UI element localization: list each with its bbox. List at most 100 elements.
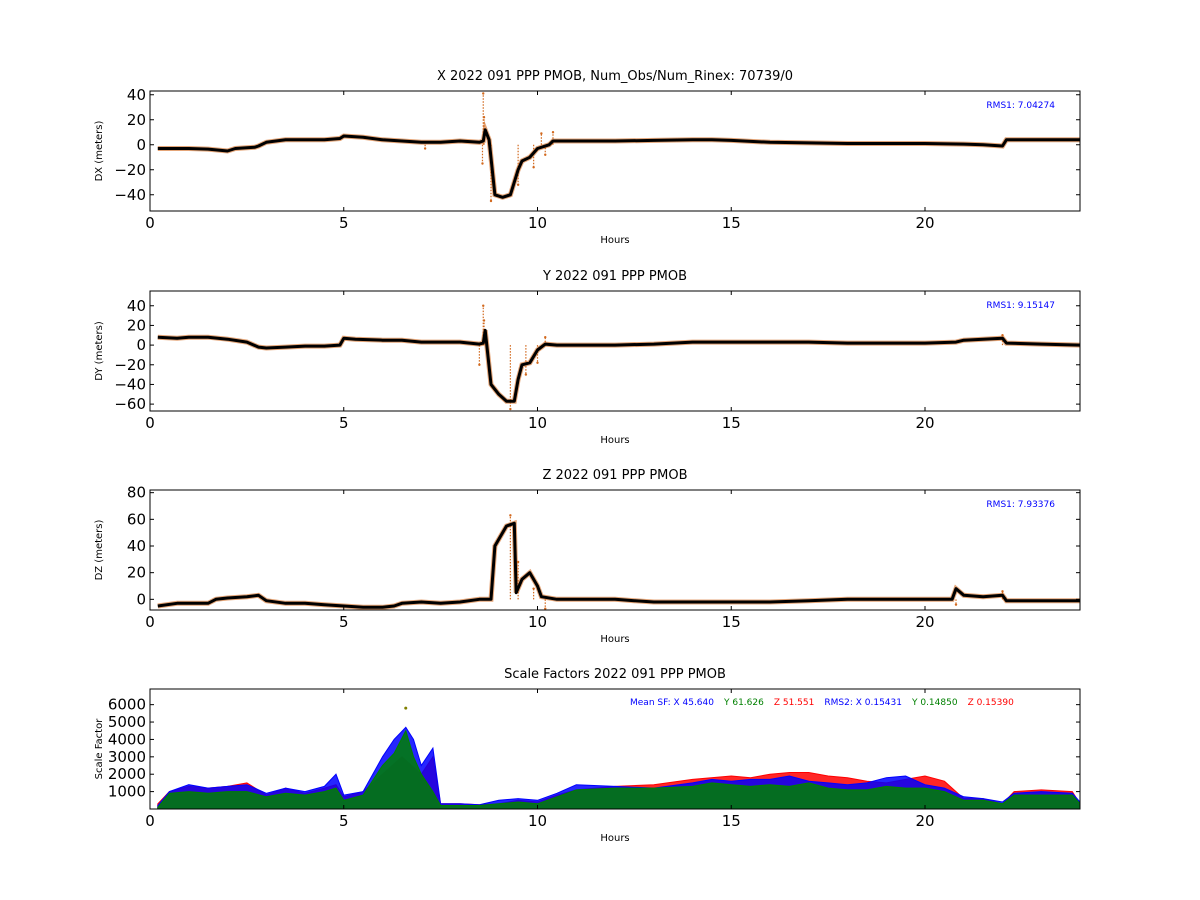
raw-observation-point xyxy=(544,607,547,610)
raw-observation-point xyxy=(481,162,484,165)
y-tick-label: 40 xyxy=(127,297,146,315)
x-tick-label: 15 xyxy=(722,214,741,232)
y-tick-label: 5000 xyxy=(108,713,146,731)
panel-title: X 2022 091 PPP PMOB, Num_Obs/Num_Rinex: … xyxy=(437,69,793,84)
y-tick-label: −60 xyxy=(114,395,146,413)
rms-annotation: RMS1: 7.04274 xyxy=(986,101,1055,111)
x-tick-label: 10 xyxy=(528,414,547,432)
raw-observation-point xyxy=(540,132,543,135)
plot-area xyxy=(157,706,1080,809)
y-tick-label: 20 xyxy=(127,111,146,129)
y-tick-label: 20 xyxy=(127,316,146,334)
y-tick-label: 0 xyxy=(136,136,146,154)
x-tick-label: 15 xyxy=(722,414,741,432)
summary-value: Mean SF: X 45.640 xyxy=(630,698,714,708)
panel-title: Z 2022 091 PPP PMOB xyxy=(542,468,687,483)
x-tick-label: 15 xyxy=(722,613,741,631)
solution-trace xyxy=(157,128,1080,199)
panel-3: Z 2022 091 PPP PMOB 0 5 10 15 20 0 20 40 60 80 Hour… xyxy=(94,468,1081,645)
axes-frame xyxy=(149,290,1081,412)
x-axis-label: Hours xyxy=(600,235,629,246)
summary-value: Y 61.626 xyxy=(723,698,764,708)
raw-observation-point xyxy=(516,183,520,186)
x-tick-label: 20 xyxy=(915,414,934,432)
raw-observation-point xyxy=(423,147,427,150)
raw-observation-point xyxy=(482,319,486,322)
y-tick-label: 3000 xyxy=(108,748,146,766)
x-tick-label: 0 xyxy=(145,812,155,830)
axes-frame xyxy=(149,688,1081,810)
raw-observation-point xyxy=(478,363,481,366)
y-tick-label: 40 xyxy=(127,86,146,104)
raw-observation-point xyxy=(544,336,547,339)
scale-factor-series-3 xyxy=(157,729,1080,809)
y-tick-label: 1000 xyxy=(108,783,146,801)
y-tick-label: 6000 xyxy=(108,696,146,714)
panel-title: Y 2022 091 PPP PMOB xyxy=(542,269,687,284)
plot-area xyxy=(157,92,1080,203)
y-tick-label: −40 xyxy=(114,375,146,393)
axes-frame xyxy=(149,489,1081,611)
x-axis-label: Hours xyxy=(600,634,629,645)
y-tick-label: 80 xyxy=(127,484,146,502)
x-tick-label: 20 xyxy=(915,812,934,830)
raw-observation-point xyxy=(551,131,555,134)
y-tick-label: −20 xyxy=(114,356,146,374)
panel-1: X 2022 091 PPP PMOB, Num_Obs/Num_Rinex: … xyxy=(94,69,1081,246)
solution-trace xyxy=(157,328,1080,403)
raw-observation-point xyxy=(532,587,535,590)
y-axis-label: DY (meters) xyxy=(94,321,105,381)
raw-observation-point xyxy=(1001,590,1004,593)
x-tick-label: 10 xyxy=(528,613,547,631)
x-tick-label: 20 xyxy=(915,214,934,232)
x-axis-label: Hours xyxy=(600,435,629,446)
raw-observation-point xyxy=(544,153,547,156)
y-tick-label: 0 xyxy=(136,590,146,608)
x-tick-label: 10 xyxy=(528,812,547,830)
x-axis-label: Hours xyxy=(600,833,629,844)
rms-annotation: RMS1: 9.15147 xyxy=(986,301,1055,311)
x-tick-label: 15 xyxy=(722,812,741,830)
y-tick-label: −20 xyxy=(114,161,146,179)
x-tick-label: 5 xyxy=(339,613,349,631)
raw-observation-point xyxy=(482,116,486,119)
axes-frame xyxy=(149,90,1081,212)
summary-value: Z 51.551 xyxy=(774,698,815,708)
x-tick-label: 0 xyxy=(145,414,155,432)
plot-area xyxy=(157,304,1080,411)
y-tick-label: 20 xyxy=(127,564,146,582)
x-tick-label: 0 xyxy=(145,613,155,631)
y-tick-label: 60 xyxy=(127,510,146,528)
y-axis-label: DX (meters) xyxy=(94,120,105,181)
raw-observation-point xyxy=(482,304,485,307)
x-tick-label: 5 xyxy=(339,812,349,830)
panel-4: Scale Factors 2022 091 PPP PMOB 0 5 10 15 20 1… xyxy=(94,667,1081,844)
raw-observation-point xyxy=(536,361,539,365)
y-tick-label: 0 xyxy=(136,336,146,354)
raw-observation-point xyxy=(489,199,493,203)
panel-title: Scale Factors 2022 091 PPP PMOB xyxy=(504,667,726,682)
outlier-point xyxy=(404,706,408,710)
summary-value: RMS2: X 0.15431 xyxy=(824,698,902,708)
x-tick-label: 5 xyxy=(339,214,349,232)
y-axis-label: Scale Factor xyxy=(94,718,105,780)
raw-observation-point xyxy=(532,166,535,169)
plot-area xyxy=(157,514,1080,610)
raw-observation-point xyxy=(482,92,485,95)
y-tick-label: 4000 xyxy=(108,730,146,748)
rms-annotation: RMS1: 7.93376 xyxy=(986,500,1055,510)
scale-factor-summary: Mean SF: X 45.640 Y 61.626 Z 51.551 RMS2: X… xyxy=(630,698,1014,708)
solution-trace xyxy=(157,521,1080,609)
x-tick-label: 5 xyxy=(339,414,349,432)
x-tick-label: 10 xyxy=(528,214,547,232)
y-tick-label: 2000 xyxy=(108,765,146,783)
raw-observation-point xyxy=(954,603,958,606)
y-tick-label: −40 xyxy=(114,186,146,204)
raw-observation-point xyxy=(524,373,528,376)
raw-observation-point xyxy=(509,514,512,517)
x-tick-label: 0 xyxy=(145,214,155,232)
y-tick-label: 40 xyxy=(127,537,146,555)
